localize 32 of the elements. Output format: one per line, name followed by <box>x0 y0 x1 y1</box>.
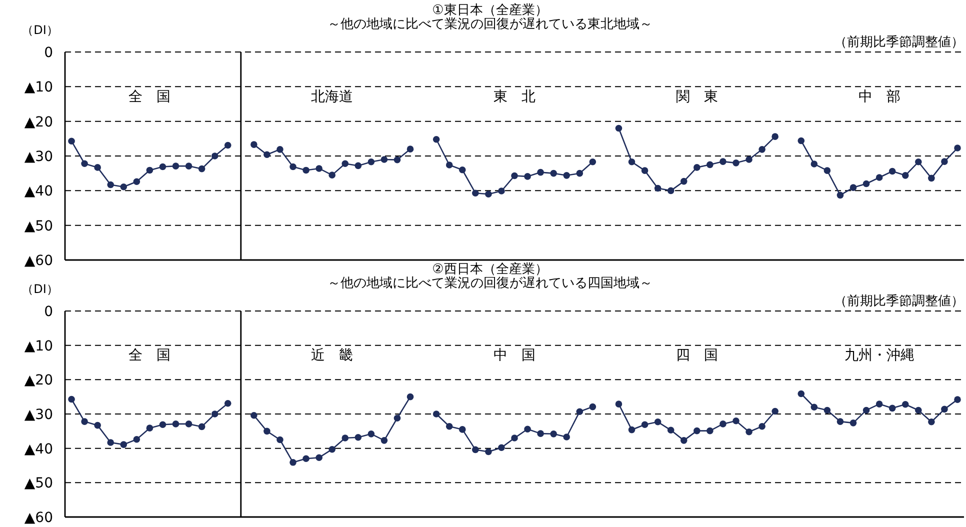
annotation: 九州・沖縄 <box>844 347 914 364</box>
annotation: 東 北 <box>494 88 536 105</box>
y-tick-label: ▲20 <box>24 114 53 130</box>
annotation: 関 東 <box>676 88 718 105</box>
y-tick-label: 0 <box>44 304 53 320</box>
chart-title: ②西日本（全産業） <box>432 261 548 277</box>
annotation: 中 国 <box>494 347 536 364</box>
y-tick-label: ▲40 <box>24 441 53 458</box>
y-tick-label: ▲10 <box>24 338 53 354</box>
annotation: 全 国 <box>128 347 171 364</box>
y-axis-title: （DI） <box>22 282 58 296</box>
annotation: 北海道 <box>311 88 354 105</box>
text: （前期比季節調整値） <box>834 294 964 309</box>
y-tick-label: ▲50 <box>24 476 53 492</box>
y-tick-label: ▲60 <box>24 253 53 269</box>
y-tick-label: 0 <box>44 45 53 61</box>
annotation: 全 国 <box>128 88 171 105</box>
y-tick-label: ▲50 <box>24 218 53 234</box>
y-tick-label: ▲10 <box>24 80 53 96</box>
text: （前期比季節調整値） <box>834 35 964 50</box>
chart-subtitle: ～他の地域に比べて業況の回復が遅れている東北地域～ <box>328 17 652 32</box>
annotation: 近 畿 <box>311 347 354 364</box>
y-tick-label: ▲40 <box>24 184 53 200</box>
y-tick-label: ▲20 <box>24 372 53 389</box>
y-tick-label: ▲30 <box>24 149 53 165</box>
y-tick-label: ▲30 <box>24 407 53 423</box>
y-axis-title: （DI） <box>22 23 58 37</box>
chart-title: ①東日本（全産業） <box>432 2 548 18</box>
annotation: 四 国 <box>676 347 718 364</box>
chart-subtitle: ～他の地域に比べて業況の回復が遅れている四国地域～ <box>328 276 652 291</box>
annotation: 中 部 <box>858 88 900 105</box>
y-tick-label: ▲60 <box>24 510 53 526</box>
